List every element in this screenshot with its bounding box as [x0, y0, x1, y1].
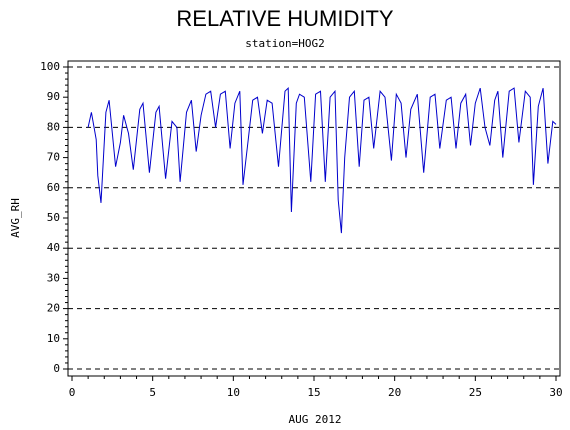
y-tick-label: 70 [47, 151, 60, 164]
y-tick-label: 30 [47, 271, 60, 284]
y-tick-label: 10 [47, 332, 60, 345]
x-tick-label: 25 [469, 386, 482, 399]
y-tick-label: 20 [47, 302, 60, 315]
y-tick-label: 80 [47, 120, 60, 133]
x-tick-label: 5 [149, 386, 156, 399]
plot-frame [67, 60, 561, 377]
humidity-line [87, 86, 557, 234]
y-tick-label: 60 [47, 181, 60, 194]
y-tick-label: 90 [47, 90, 60, 103]
x-tick-label: 10 [227, 386, 240, 399]
chart-title: RELATIVE HUMIDITY [176, 6, 394, 31]
x-tick-label: 15 [307, 386, 320, 399]
x-axis-label: AUG 2012 [289, 413, 342, 426]
y-axis-label: AVG_RH [9, 198, 22, 238]
y-tick-label: 0 [53, 362, 60, 375]
x-tick-label: 0 [69, 386, 76, 399]
x-tick-label: 30 [549, 386, 562, 399]
y-tick-label: 50 [47, 211, 60, 224]
y-tick-label: 40 [47, 241, 60, 254]
x-tick-label: 20 [388, 386, 401, 399]
chart-subtitle: station=HOG2 [245, 37, 324, 50]
y-tick-label: 100 [40, 60, 60, 73]
